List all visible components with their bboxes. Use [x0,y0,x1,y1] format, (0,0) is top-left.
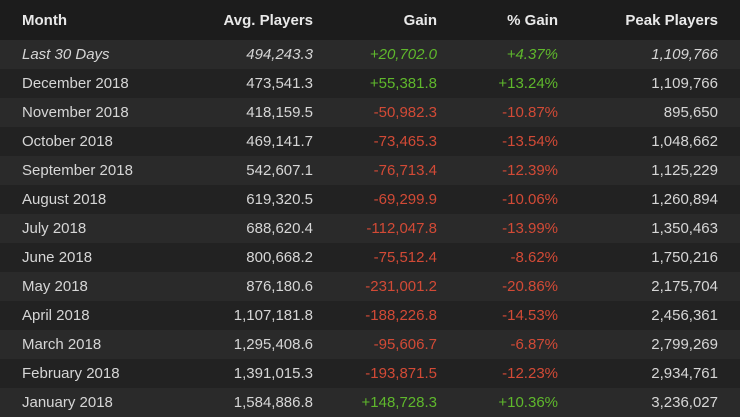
table-cell: -10.87% [459,98,580,127]
column-header: % Gain [459,0,580,40]
table-cell: January 2018 [0,388,200,417]
table-cell: December 2018 [0,69,200,98]
table-cell: 1,584,886.8 [200,388,335,417]
table-cell: -112,047.8 [335,214,459,243]
table-cell: +4.37% [459,40,580,69]
table-cell: -12.23% [459,359,580,388]
table-cell: 1,350,463 [580,214,740,243]
table-cell: 418,159.5 [200,98,335,127]
table-cell: 800,668.2 [200,243,335,272]
table-cell: 542,607.1 [200,156,335,185]
table-cell: August 2018 [0,185,200,214]
table-cell: 619,320.5 [200,185,335,214]
table-row: January 2018 1,584,886.8 +148,728.3 +10.36%… [0,388,740,417]
table-cell: 688,620.4 [200,214,335,243]
table-cell: June 2018 [0,243,200,272]
table-row: June 2018 800,668.2 -75,512.4 -8.62% 1,750,2… [0,243,740,272]
table-row: September 2018 542,607.1 -76,713.4 -12.39% 1… [0,156,740,185]
table-cell: 895,650 [580,98,740,127]
table-cell: +13.24% [459,69,580,98]
table-cell: -20.86% [459,272,580,301]
table-cell: +20,702.0 [335,40,459,69]
table-cell: -14.53% [459,301,580,330]
table-cell: -13.54% [459,127,580,156]
table-row: November 2018 418,159.5 -50,982.3 -10.87% 89… [0,98,740,127]
table-header: Month Avg. Players Gain% Gain Peak Players [0,0,740,40]
table-cell: 876,180.6 [200,272,335,301]
table-cell: -76,713.4 [335,156,459,185]
table-cell: 473,541.3 [200,69,335,98]
table-cell: -13.99% [459,214,580,243]
table-cell: -188,226.8 [335,301,459,330]
table-cell: -6.87% [459,330,580,359]
column-header: Peak Players [580,0,740,40]
table-cell: -8.62% [459,243,580,272]
table-row: May 2018 876,180.6 -231,001.2 -20.86% 2,175,… [0,272,740,301]
table-cell: 494,243.3 [200,40,335,69]
table-row: March 2018 1,295,408.6 -95,606.7 -6.87% 2,79… [0,330,740,359]
table-cell: July 2018 [0,214,200,243]
table-cell: March 2018 [0,330,200,359]
table-cell: February 2018 [0,359,200,388]
table-cell: 3,236,027 [580,388,740,417]
table-cell: +10.36% [459,388,580,417]
table-row: Last 30 Days 494,243.3 +20,702.0 +4.37% 1,10… [0,40,740,69]
table-row: August 2018 619,320.5 -69,299.9 -10.06% 1,26… [0,185,740,214]
table-body: Last 30 Days 494,243.3 +20,702.0 +4.37% 1,10… [0,40,740,417]
table-cell: -12.39% [459,156,580,185]
table-cell: Last 30 Days [0,40,200,69]
table-row: December 2018 473,541.3 +55,381.8 +13.24% 1,… [0,69,740,98]
header-row: Month Avg. Players Gain% Gain Peak Players [0,0,740,40]
table-cell: 1,125,229 [580,156,740,185]
table-row: October 2018 469,141.7 -73,465.3 -13.54% 1,0… [0,127,740,156]
table-cell: 1,109,766 [580,40,740,69]
column-header: Gain [335,0,459,40]
table-cell: 1,109,766 [580,69,740,98]
column-header: Avg. Players [200,0,335,40]
table-cell: November 2018 [0,98,200,127]
table-cell: -10.06% [459,185,580,214]
table-cell: -69,299.9 [335,185,459,214]
table-cell: +55,381.8 [335,69,459,98]
table-cell: 2,934,761 [580,359,740,388]
table-cell: September 2018 [0,156,200,185]
table-cell: -95,606.7 [335,330,459,359]
column-header: Month [0,0,200,40]
table-cell: +148,728.3 [335,388,459,417]
table-cell: May 2018 [0,272,200,301]
table-row: July 2018 688,620.4 -112,047.8 -13.99% 1,350… [0,214,740,243]
table-cell: -231,001.2 [335,272,459,301]
table-cell: 2,799,269 [580,330,740,359]
table-cell: -193,871.5 [335,359,459,388]
table-cell: 2,456,361 [580,301,740,330]
table-cell: 1,260,894 [580,185,740,214]
table-cell: 1,107,181.8 [200,301,335,330]
table-cell: 469,141.7 [200,127,335,156]
table-cell: October 2018 [0,127,200,156]
table-cell: -50,982.3 [335,98,459,127]
table-cell: -75,512.4 [335,243,459,272]
table-cell: 1,295,408.6 [200,330,335,359]
table-cell: April 2018 [0,301,200,330]
table-cell: 2,175,704 [580,272,740,301]
table-cell: 1,391,015.3 [200,359,335,388]
table-row: February 2018 1,391,015.3 -193,871.5 -12.23… [0,359,740,388]
table-cell: 1,750,216 [580,243,740,272]
table-cell: -73,465.3 [335,127,459,156]
table-cell: 1,048,662 [580,127,740,156]
table-row: April 2018 1,107,181.8 -188,226.8 -14.53% 2,… [0,301,740,330]
